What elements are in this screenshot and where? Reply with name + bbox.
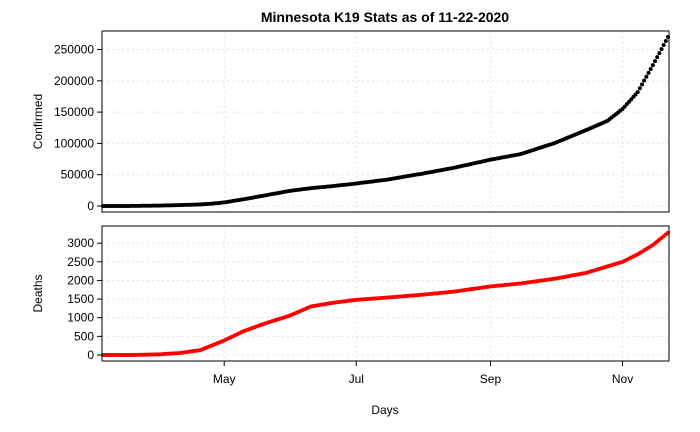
data-point [644,74,649,79]
y-tick-label: 200000 [54,74,94,88]
confirmed-axis-label: Confirmed [31,94,45,149]
x-axis-label: Days [371,403,398,417]
x-tick-label: Sep [480,372,502,386]
chart-title: Minnesota K19 Stats as of 11-22-2020 [261,9,509,25]
x-tick-label: May [213,372,236,386]
y-tick-label: 2500 [67,255,94,269]
deaths-axis-label: Deaths [31,274,45,312]
data-point [655,55,660,60]
data-point [640,82,645,87]
y-tick-label: 1500 [67,292,94,306]
y-tick-label: 50000 [61,168,95,182]
deaths-panel-frame [101,225,670,362]
confirmed-panel-frame [101,30,670,213]
y-tick-label: 100000 [54,136,94,150]
deaths-grid [102,226,669,361]
y-tick-label: 0 [87,199,94,213]
y-tick-label: 0 [87,348,94,362]
y-tick-label: 2000 [67,273,94,287]
data-point [653,59,658,64]
data-point [657,51,662,56]
y-tick-label: 500 [74,329,94,343]
data-point [646,70,651,75]
x-axis: May Jul Sep Nov [213,361,633,386]
confirmed-panel: 0 50000 100000 150000 200000 250000 Confirmed [31,30,670,213]
data-point [635,90,640,95]
x-tick-label: Jul [349,372,364,386]
data-point [648,67,653,72]
data-point [637,86,642,91]
data-point [663,39,668,44]
confirmed-grid [102,31,669,212]
deaths-series [101,230,670,357]
data-point [661,43,666,48]
y-tick-label: 250000 [54,43,94,57]
y-tick-label: 150000 [54,105,94,119]
data-point [650,63,655,68]
y-tick-label: 1000 [67,311,94,325]
data-point [642,78,647,83]
x-tick-label: Nov [612,372,633,386]
deaths-y-axis: 0 500 1000 1500 2000 2500 3000 [67,236,102,362]
y-tick-label: 3000 [67,236,94,250]
confirmed-y-axis: 0 50000 100000 150000 200000 250000 [54,43,102,213]
deaths-panel: 0 500 1000 1500 2000 2500 3000 Deaths [31,225,670,362]
confirmed-series [101,35,670,208]
data-point [659,47,664,52]
